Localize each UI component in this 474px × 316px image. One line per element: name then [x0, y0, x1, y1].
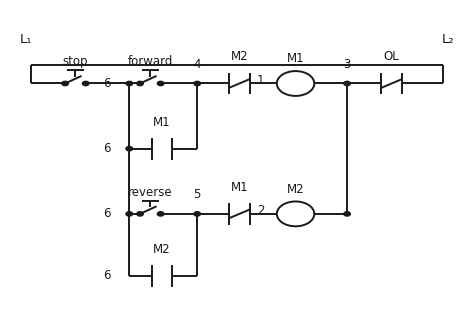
Text: M2: M2: [230, 50, 248, 63]
Text: 1: 1: [257, 74, 264, 87]
Text: 5: 5: [193, 188, 201, 202]
Text: 6: 6: [103, 142, 110, 155]
Text: forward: forward: [128, 55, 173, 68]
Text: 6: 6: [103, 77, 110, 90]
Circle shape: [157, 81, 164, 86]
Circle shape: [344, 81, 350, 86]
Text: 4: 4: [193, 58, 201, 71]
Text: stop: stop: [63, 55, 88, 68]
Text: L₁: L₁: [20, 33, 32, 46]
Circle shape: [157, 212, 164, 216]
Circle shape: [344, 212, 350, 216]
Text: reverse: reverse: [128, 185, 173, 199]
Text: M2: M2: [287, 183, 304, 196]
Text: OL: OL: [384, 50, 400, 63]
Text: 6: 6: [103, 207, 110, 220]
Text: L₂: L₂: [441, 33, 454, 46]
Text: 2: 2: [257, 204, 264, 217]
Text: M1: M1: [230, 181, 248, 194]
Circle shape: [62, 81, 68, 86]
Circle shape: [194, 81, 201, 86]
Text: M2: M2: [153, 243, 171, 256]
Circle shape: [137, 81, 143, 86]
Circle shape: [126, 81, 133, 86]
Text: M1: M1: [153, 116, 171, 129]
Circle shape: [194, 212, 201, 216]
Circle shape: [137, 212, 143, 216]
Text: 6: 6: [103, 270, 110, 283]
Circle shape: [126, 147, 133, 151]
Circle shape: [126, 212, 133, 216]
Text: M1: M1: [287, 52, 304, 65]
Text: 3: 3: [343, 58, 351, 71]
Circle shape: [82, 81, 89, 86]
